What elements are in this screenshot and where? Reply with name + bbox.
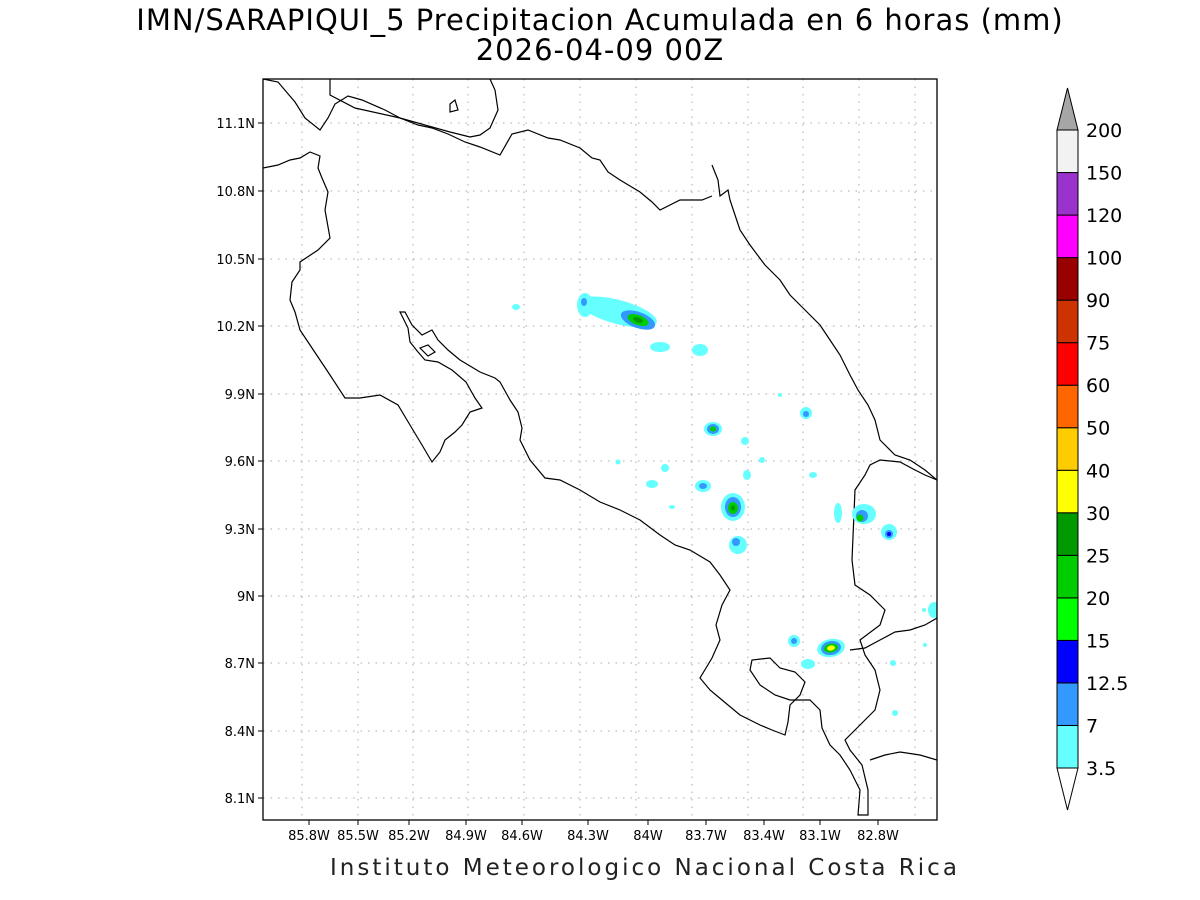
lon-tick-label: 83.7W: [685, 829, 727, 844]
cell-north-central: [512, 293, 708, 356]
colorbar-segment: [1056, 682, 1079, 726]
map-title: IMN/SARAPIQUI_5 Precipitacion Acumulada …: [136, 3, 1064, 37]
lat-tick-label: 8.7N: [225, 657, 255, 672]
cell-south: [788, 635, 927, 716]
colorbar-label: 40: [1086, 460, 1110, 482]
lon-tick-label: 85.5W: [337, 829, 379, 844]
colorbar-label: 15: [1086, 630, 1110, 652]
lon-tick-label: 84.9W: [445, 829, 487, 844]
lat-tick-label: 10.2N: [216, 320, 255, 335]
plot-frame: [262, 78, 938, 821]
colorbar-segment: [1056, 469, 1079, 514]
lon-tick-label: 83.4W: [743, 829, 785, 844]
colorbar-label: 30: [1086, 503, 1110, 525]
nicaragua-border: [263, 79, 713, 211]
colorbar-label: 200: [1086, 120, 1122, 142]
lat-tick-label: 10.8N: [216, 185, 255, 200]
colorbar-max-arrow: [1056, 87, 1079, 131]
colorbar-segment: [1056, 342, 1079, 386]
colorbar-label: 100: [1086, 248, 1122, 270]
precipitation-cells: [512, 293, 937, 716]
lon-tick-label: 84.6W: [501, 829, 543, 844]
colorbar-segment: [1056, 597, 1079, 641]
lon-tick-label: 85.2W: [388, 829, 430, 844]
caribbean-coast: [711, 164, 937, 481]
lake-nicaragua: [449, 98, 459, 113]
gulf-nicoya: [263, 151, 937, 816]
colorbar-label: 90: [1086, 290, 1110, 312]
colorbar-label: 25: [1086, 545, 1110, 567]
footer-credit: Instituto Meteorologico Nacional Costa R…: [330, 855, 960, 881]
map-date: 2026-04-09 00Z: [475, 33, 725, 67]
colorbar-min-arrow: [1056, 767, 1079, 811]
colorbar-segment: [1056, 129, 1079, 174]
lat-tick-label: 9.3N: [225, 523, 255, 538]
colorbar-label: 75: [1086, 333, 1110, 355]
colorbar-segment: [1056, 427, 1079, 471]
lon-tick-label: 84.3W: [567, 829, 609, 844]
lat-tick-label: 8.4N: [225, 725, 255, 740]
colorbar-segment: [1056, 384, 1079, 429]
gulf-island: [418, 344, 436, 357]
colorbar-label: 7: [1086, 715, 1098, 737]
panama-coast: [849, 617, 937, 651]
lon-tick-label: 82.8W: [857, 829, 899, 844]
lat-tick-label: 10.5N: [216, 253, 255, 268]
colorbar-segment: [1056, 554, 1079, 599]
colorbar-segment: [1056, 257, 1079, 301]
colorbar-label: 50: [1086, 418, 1110, 440]
axis-ticks: 85.8W 85.5W 85.2W 84.9W 84.6W 84.3W 84W 83.7W 83…: [216, 117, 899, 844]
colorbar-segment: [1056, 299, 1079, 344]
lon-tick-label: 84W: [633, 829, 663, 844]
lon-tick-label: 85.8W: [288, 829, 330, 844]
cell-central: [615, 393, 817, 492]
colorbar-label: 60: [1086, 375, 1110, 397]
coastlines: [263, 79, 937, 816]
colorbar-segment: [1056, 724, 1079, 769]
colorbar-label: 120: [1086, 205, 1122, 227]
colorbar-label: 3.5: [1086, 758, 1116, 780]
colorbar-label: 150: [1086, 163, 1122, 185]
nicaragua-coast-north: [329, 79, 499, 138]
colorbar: 3.5 7 12.5 15 20 25 30 40 50 60 75 90 100 120 150 200: [1056, 87, 1128, 811]
cell-south-central: [669, 493, 842, 554]
panama-south: [869, 751, 937, 761]
colorbar-segment: [1056, 639, 1079, 684]
grid: [263, 79, 937, 820]
lat-tick-label: 9.6N: [225, 455, 255, 470]
lon-tick-label: 83.1W: [799, 829, 841, 844]
cell-east: [852, 504, 937, 618]
lat-tick-label: 9N: [237, 590, 255, 605]
colorbar-label: 20: [1086, 588, 1110, 610]
lat-tick-label: 8.1N: [225, 792, 255, 807]
colorbar-segment: [1056, 172, 1079, 216]
lat-tick-label: 11.1N: [216, 117, 255, 132]
colorbar-segment: [1056, 512, 1079, 556]
lat-tick-label: 9.9N: [225, 388, 255, 403]
colorbar-segment: [1056, 214, 1079, 259]
colorbar-label: 12.5: [1086, 673, 1128, 695]
